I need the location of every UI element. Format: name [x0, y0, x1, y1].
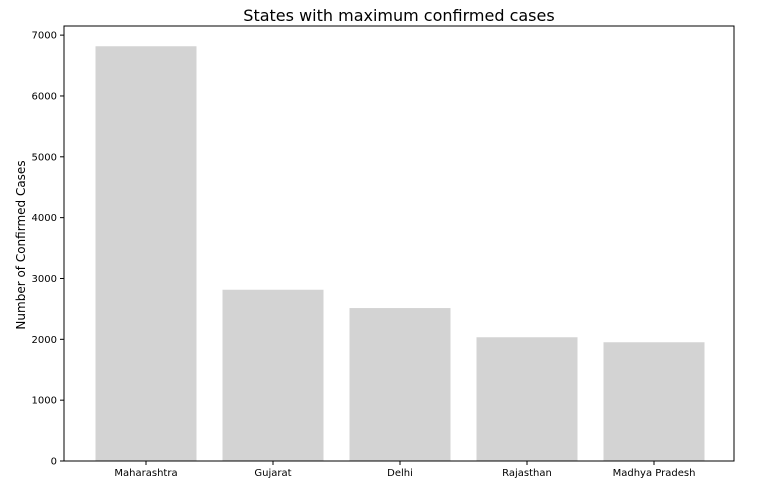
bar-gujarat: [222, 289, 324, 461]
y-tick-label: 6000: [32, 91, 57, 102]
x-tick-label: Delhi: [387, 468, 413, 479]
bar-rajasthan: [476, 337, 578, 461]
x-tick-label: Madhya Pradesh: [613, 468, 696, 479]
y-axis-label: Number of Confirmed Cases: [14, 160, 28, 329]
plot-frame: [63, 25, 735, 462]
y-axis-ticks: 0 1000 2000 3000 4000 5000 6000 7000: [32, 31, 64, 468]
x-tick-label: Gujarat: [254, 468, 291, 479]
x-axis-ticks: Maharashtra Gujarat Delhi Rajasthan Madhya P…: [114, 461, 695, 479]
y-tick-label: 2000: [32, 335, 57, 346]
bars-group: [95, 46, 705, 462]
bar-maharashtra: [95, 46, 197, 462]
bar-madhya-pradesh: [603, 342, 705, 461]
y-tick-label: 7000: [32, 31, 57, 42]
bar-delhi: [349, 308, 451, 461]
y-tick-label: 4000: [32, 213, 57, 224]
chart-title: States with maximum confirmed cases: [243, 6, 554, 25]
y-tick-label: 0: [51, 457, 57, 468]
y-tick-label: 1000: [32, 396, 57, 407]
x-tick-label: Rajasthan: [502, 468, 552, 479]
y-tick-label: 5000: [32, 152, 57, 163]
y-tick-label: 3000: [32, 274, 57, 285]
x-tick-label: Maharashtra: [114, 468, 177, 479]
